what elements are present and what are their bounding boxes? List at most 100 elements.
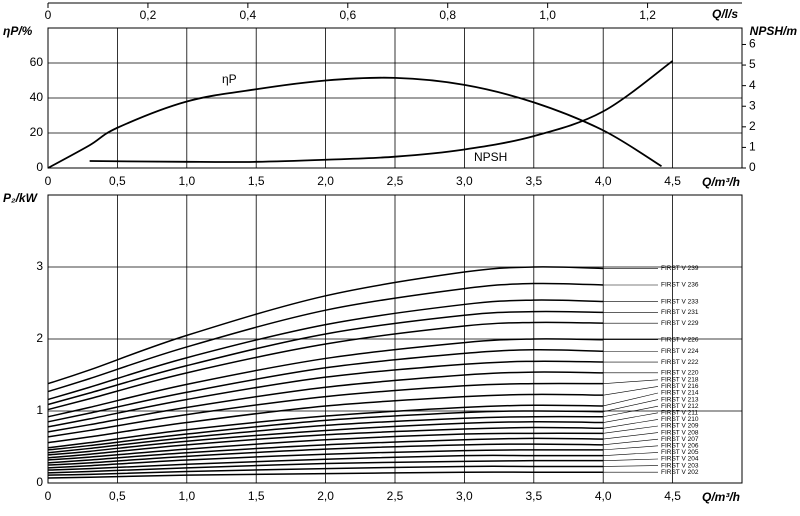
series-label: FIRST V 218	[661, 377, 699, 384]
series-label: FIRST V 203	[661, 462, 699, 469]
curve	[47, 310, 604, 406]
y-tick-label: 40	[30, 90, 44, 104]
x-axis-label: Q/m³/h	[702, 490, 740, 504]
curve	[47, 321, 604, 411]
leader-line	[603, 452, 659, 456]
y-tick-label: 0	[36, 475, 43, 489]
curve	[47, 382, 604, 438]
curve	[47, 338, 604, 418]
x-tick-label: 4,0	[595, 489, 612, 503]
series-label: FIRST V 220	[661, 370, 699, 377]
x-tick-label: 0	[45, 489, 52, 503]
series-label: FIRST V 207	[661, 436, 699, 443]
series-label: FIRST V 236	[661, 282, 699, 289]
curve	[47, 426, 604, 459]
x-tick-label: 0,5	[109, 174, 126, 188]
leader-line	[603, 465, 659, 467]
x-tick-label: 1,5	[248, 174, 265, 188]
x-tick-label: 0	[45, 174, 52, 188]
y-tick-label: 0	[36, 160, 43, 174]
y-tick-label: 2	[36, 331, 43, 345]
curve-label: ηP	[222, 72, 237, 86]
x-tick-label: 2,0	[317, 174, 334, 188]
x-tick-label: 3,0	[456, 489, 473, 503]
curve	[89, 60, 674, 163]
series-label: FIRST V 204	[661, 456, 699, 463]
curve	[47, 393, 604, 444]
leader-line	[603, 458, 659, 461]
series-label: FIRST V 213	[661, 396, 699, 403]
curve	[47, 432, 604, 461]
x-tick-label: 1,0	[178, 174, 195, 188]
x-tick-label: 4,5	[664, 174, 681, 188]
x-tick-label: 1,5	[248, 489, 265, 503]
x2-tick-label: 0,4	[240, 8, 257, 22]
x2-tick-label: 0,6	[339, 8, 356, 22]
leader-line	[603, 419, 659, 429]
series-label: FIRST V 216	[661, 383, 699, 390]
x2-tick-label: 0,8	[439, 8, 456, 22]
series-label: FIRST V 233	[661, 298, 699, 305]
curve	[47, 459, 604, 474]
series-label: FIRST V 211	[661, 410, 698, 417]
leader-line	[603, 379, 659, 384]
curve	[47, 371, 604, 433]
series-label: FIRST V 209	[661, 423, 699, 430]
y2-tick-label: 3	[749, 98, 756, 112]
series-label: FIRST V 208	[661, 429, 699, 436]
series-label: FIRST V 206	[661, 443, 699, 450]
y-tick-label: 3	[36, 259, 43, 273]
curve	[47, 471, 604, 479]
y2-axis-label: NPSH/m	[750, 24, 798, 38]
x-tick-label: 1,0	[178, 489, 195, 503]
series-label: FIRST V 224	[661, 348, 699, 355]
curve	[47, 415, 604, 454]
y-tick-label: 20	[30, 125, 44, 139]
y-axis-label: P₂/kW	[3, 191, 39, 205]
curve	[47, 348, 604, 423]
series-label: FIRST V 231	[661, 309, 699, 316]
leader-line	[603, 386, 659, 396]
x2-tick-label: 0	[45, 8, 52, 22]
x-tick-label: 0,5	[109, 489, 126, 503]
x-tick-label: 4,5	[664, 489, 681, 503]
curve	[47, 443, 604, 466]
series-label: FIRST V 239	[661, 265, 699, 272]
leader-line	[603, 412, 659, 423]
x-tick-label: 3,5	[525, 174, 542, 188]
series-label: FIRST V 226	[661, 336, 699, 343]
x2-tick-label: 1,2	[639, 8, 656, 22]
curve	[47, 449, 604, 469]
leader-line	[603, 405, 659, 418]
curve	[47, 299, 604, 401]
y2-tick-label: 2	[749, 119, 756, 133]
y2-tick-label: 4	[749, 78, 756, 92]
series-label: FIRST V 222	[661, 359, 699, 366]
series-label: FIRST V 205	[661, 449, 699, 456]
curve-label: NPSH	[474, 150, 507, 164]
series-label: FIRST V 229	[661, 320, 699, 327]
curve	[47, 421, 604, 456]
y2-tick-label: 5	[749, 57, 756, 71]
curve	[47, 282, 604, 393]
series-label: FIRST V 210	[661, 416, 699, 423]
y-tick-label: 60	[30, 55, 44, 69]
x-axis-label: Q/m³/h	[702, 175, 740, 189]
leader-line	[603, 425, 659, 434]
x2-tick-label: 1,0	[539, 8, 556, 22]
series-label: FIRST V 202	[661, 469, 699, 476]
series-label: FIRST V 212	[661, 403, 699, 410]
y2-tick-label: 6	[749, 37, 756, 51]
leader-line	[603, 399, 659, 413]
y-tick-label: 1	[36, 403, 43, 417]
series-label: FIRST V 214	[661, 390, 699, 397]
x-tick-label: 3,5	[525, 489, 542, 503]
curve	[47, 76, 662, 169]
y2-tick-label: 0	[749, 160, 756, 174]
leader-line	[603, 438, 659, 446]
curve	[47, 266, 604, 385]
x-tick-label: 2,5	[387, 489, 404, 503]
x-tick-label: 2,0	[317, 489, 334, 503]
curve	[47, 360, 604, 428]
